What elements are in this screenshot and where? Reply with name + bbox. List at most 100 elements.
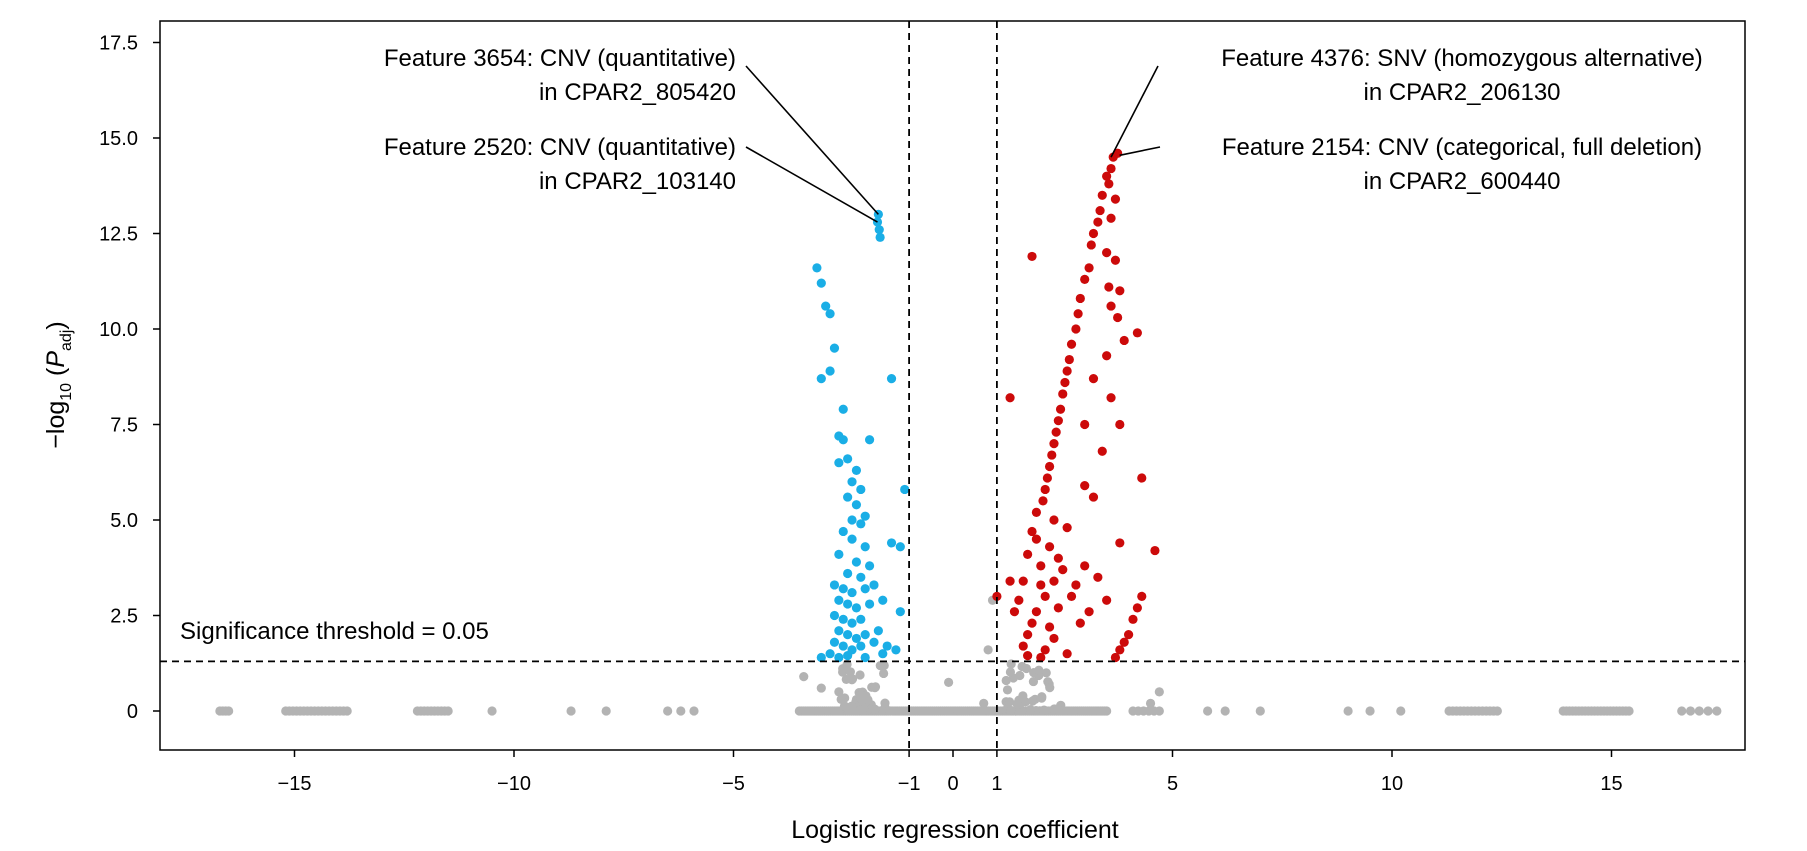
- point-not-significant: [1255, 706, 1265, 716]
- point-negative-significant: [834, 595, 844, 605]
- point-not-significant: [838, 664, 848, 674]
- point-negative-significant: [825, 309, 835, 319]
- point-positive-significant: [1104, 179, 1114, 189]
- point-positive-significant: [1027, 526, 1037, 537]
- point-not-significant: [855, 670, 865, 680]
- point-positive-significant: [1027, 618, 1037, 628]
- x-axis-title: Logistic regression coefficient: [791, 816, 1119, 844]
- point-positive-significant: [1102, 595, 1112, 605]
- point-not-significant: [1154, 706, 1164, 716]
- y-axis-title-sub: 10: [58, 383, 75, 401]
- point-negative-significant: [869, 637, 879, 647]
- point-positive-significant: [1073, 309, 1083, 319]
- point-negative-significant: [851, 465, 862, 475]
- point-negative-significant: [812, 263, 822, 273]
- point-negative-significant: [847, 477, 857, 487]
- point-positive-significant: [1027, 251, 1037, 262]
- point-not-significant: [845, 667, 855, 677]
- point-positive-significant: [1093, 572, 1103, 582]
- annotations: Feature 3654: CNV (quantitative) in CPAR2…: [384, 45, 1703, 223]
- point-not-significant: [1049, 704, 1059, 714]
- point-negative-significant: [816, 374, 826, 384]
- point-not-significant: [1039, 705, 1049, 715]
- point-negative-significant: [829, 637, 840, 647]
- point-positive-significant: [1036, 652, 1046, 663]
- point-positive-significant: [1062, 366, 1072, 376]
- point-negative-significant: [825, 649, 835, 659]
- point-not-significant: [1028, 676, 1039, 687]
- point-not-significant: [1712, 706, 1722, 716]
- point-positive-significant: [1040, 645, 1050, 655]
- point-negative-significant: [838, 404, 848, 414]
- point-negative-significant: [860, 542, 870, 552]
- point-positive-significant: [1108, 152, 1118, 162]
- point-positive-significant: [1115, 419, 1125, 430]
- point-negative-significant: [851, 500, 862, 510]
- point-negative-significant: [891, 645, 901, 655]
- y-axis-title: −log10 (Padj): [42, 321, 75, 448]
- point-positive-significant: [1080, 274, 1090, 284]
- x-tick-label: 1: [991, 773, 1002, 795]
- point-not-significant: [1154, 687, 1164, 697]
- y-tick-label: 2.5: [110, 606, 138, 628]
- point-not-significant: [566, 706, 576, 716]
- point-positive-significant: [1150, 545, 1160, 556]
- point-not-significant: [601, 706, 611, 716]
- point-not-significant: [875, 661, 885, 671]
- point-not-significant: [944, 677, 954, 687]
- annotation-label: Feature 4376: SNV (homozygous alternativ…: [1221, 45, 1703, 72]
- annotation-label: in CPAR2_600440: [1363, 168, 1560, 195]
- point-positive-significant: [1119, 637, 1129, 647]
- point-positive-significant: [1055, 404, 1066, 414]
- point-positive-significant: [1115, 645, 1125, 655]
- point-negative-significant: [873, 626, 883, 636]
- point-negative-significant: [843, 454, 853, 464]
- x-tick-label: 0: [947, 773, 958, 795]
- point-not-significant: [1694, 706, 1704, 716]
- point-positive-significant: [1031, 534, 1042, 544]
- annotation-leader-line: [745, 65, 879, 215]
- point-not-significant: [342, 706, 352, 716]
- point-positive-significant: [1115, 286, 1125, 296]
- point-not-significant: [443, 706, 453, 716]
- point-positive-significant: [1110, 652, 1121, 663]
- point-not-significant: [1677, 706, 1687, 716]
- point-positive-significant: [1053, 553, 1063, 563]
- point-positive-significant: [1075, 618, 1085, 628]
- y-axis-title-suffix: ): [42, 321, 70, 329]
- point-positive-significant: [1071, 324, 1081, 334]
- point-not-significant: [1492, 706, 1502, 716]
- point-not-significant: [487, 706, 497, 716]
- axes: −15 −10 −5 −1 0 1 5 10 1502.55.07.510.012.515.01…: [99, 33, 1623, 796]
- annotation-label: in CPAR2_805420: [539, 79, 736, 106]
- point-negative-significant: [829, 610, 840, 621]
- point-negative-significant: [878, 649, 888, 659]
- point-not-significant: [1102, 706, 1112, 716]
- point-not-significant: [983, 645, 993, 655]
- point-negative-significant: [834, 626, 844, 636]
- y-tick-label: 0: [127, 701, 138, 723]
- point-positive-significant: [1040, 484, 1050, 495]
- point-positive-significant: [1128, 614, 1138, 624]
- point-negative-significant: [834, 458, 844, 468]
- x-tick-label: −15: [278, 773, 312, 795]
- significance-threshold-label: Significance threshold = 0.05: [180, 618, 489, 645]
- point-positive-significant: [1106, 301, 1116, 311]
- point-positive-significant: [1036, 561, 1046, 571]
- point-positive-significant: [1080, 561, 1090, 571]
- point-not-significant: [1021, 663, 1032, 674]
- point-positive-significant: [1053, 416, 1063, 426]
- point-positive-significant: [1084, 263, 1094, 273]
- point-positive-significant: [1086, 240, 1096, 250]
- point-positive-significant: [1093, 217, 1103, 227]
- point-positive-significant: [1051, 427, 1061, 437]
- point-negative-significant: [875, 232, 885, 242]
- point-positive-significant: [1044, 542, 1055, 552]
- annotation-leader-line: [1110, 65, 1159, 158]
- point-not-significant: [816, 683, 826, 693]
- annotation-label: Feature 3654: CNV (quantitative): [384, 45, 736, 72]
- point-positive-significant: [1060, 377, 1070, 388]
- point-not-significant: [1343, 706, 1353, 716]
- point-positive-significant: [1018, 641, 1028, 651]
- point-positive-significant: [1064, 354, 1074, 365]
